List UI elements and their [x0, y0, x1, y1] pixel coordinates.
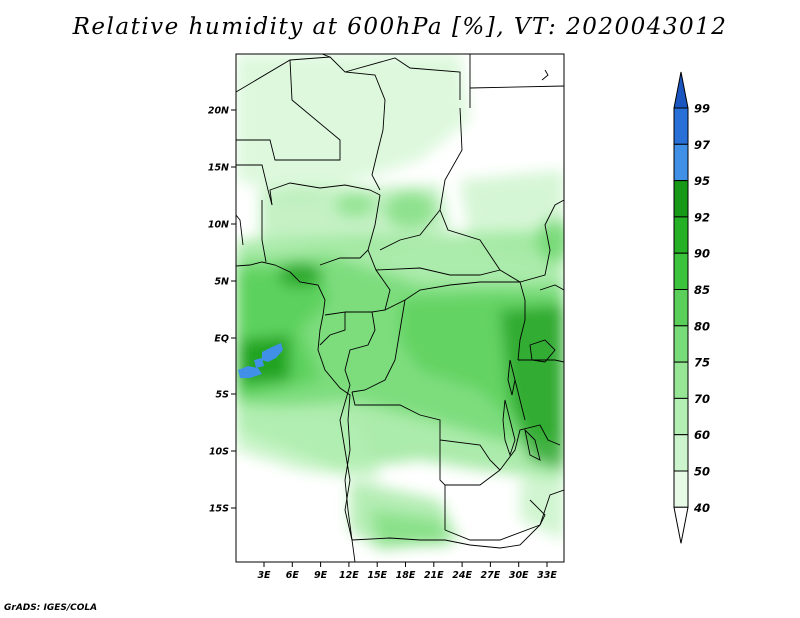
lon-tick-label: 18E [396, 570, 416, 581]
map-panel [235, 53, 565, 563]
colorbar-label: 90 [694, 247, 710, 261]
colorbar-band [673, 252, 689, 290]
colorbar-band [673, 434, 689, 472]
colorbar-label: 75 [694, 356, 710, 370]
country-borders [236, 54, 564, 549]
colorbar-label: 95 [694, 174, 710, 188]
coastline [236, 261, 356, 562]
lon-tick-label: 15E [367, 570, 387, 581]
lat-tick-label: 15N [208, 163, 229, 174]
colorbar-band [673, 107, 689, 145]
lon-tick-label: 24E [452, 570, 472, 581]
colorbar-label: 97 [694, 138, 710, 152]
colorbar-band [673, 325, 689, 363]
colorbar-label: 60 [694, 428, 710, 442]
lon-tick-label: 9E [314, 570, 328, 581]
lat-tick-label: 10S [209, 447, 229, 458]
lon-tick-label: 33E [537, 570, 557, 581]
colorbar-label: 40 [693, 501, 710, 515]
latitude-axis: 20N 15N 10N 5N EQ 5S 10S 15S [208, 106, 236, 515]
colorbar-band [673, 180, 689, 218]
longitude-axis: 3E 6E 9E 12E 15E 18E 21E 24E 27E 30E 33E [257, 562, 557, 581]
colorbar-label: 99 [694, 102, 710, 116]
colorbar-band [673, 397, 689, 436]
lat-tick-label: EQ [214, 334, 229, 345]
colorbar-top-arrow [673, 71, 689, 109]
colorbar-label: 92 [694, 210, 710, 224]
colorbar-label: 85 [694, 283, 710, 297]
lat-tick-label: 20N [208, 106, 229, 117]
colorbar-band [673, 216, 689, 254]
colorbar-label: 70 [694, 392, 710, 406]
colorbar-band [673, 361, 689, 399]
lat-tick-label: 5N [214, 277, 229, 288]
peak-humidity-pockets [238, 343, 283, 378]
colorbar-band [673, 143, 689, 182]
grads-credit: GrADS: IGES/COLA [4, 603, 98, 613]
colorbar-band [673, 289, 689, 327]
lon-tick-label: 3E [257, 570, 271, 581]
humidity-field [236, 54, 564, 550]
colorbar: 99 97 95 92 90 85 80 75 70 60 50 40 [673, 71, 710, 544]
map-title: Relative humidity at 600hPa [%], VT: 202… [72, 14, 728, 40]
colorbar-label: 50 [694, 465, 710, 479]
lat-tick-label: 5S [216, 390, 230, 401]
colorbar-bottom-arrow [673, 506, 689, 544]
lon-tick-label: 6E [286, 570, 300, 581]
lon-tick-label: 21E [424, 570, 444, 581]
colorbar-band [673, 470, 689, 508]
map-frame [235, 53, 565, 563]
lon-tick-label: 12E [339, 570, 359, 581]
lat-tick-label: 15S [209, 504, 229, 515]
lat-tick-label: 10N [208, 220, 229, 231]
lon-tick-label: 27E [481, 570, 501, 581]
lon-tick-label: 30E [509, 570, 529, 581]
colorbar-label: 80 [694, 319, 710, 333]
